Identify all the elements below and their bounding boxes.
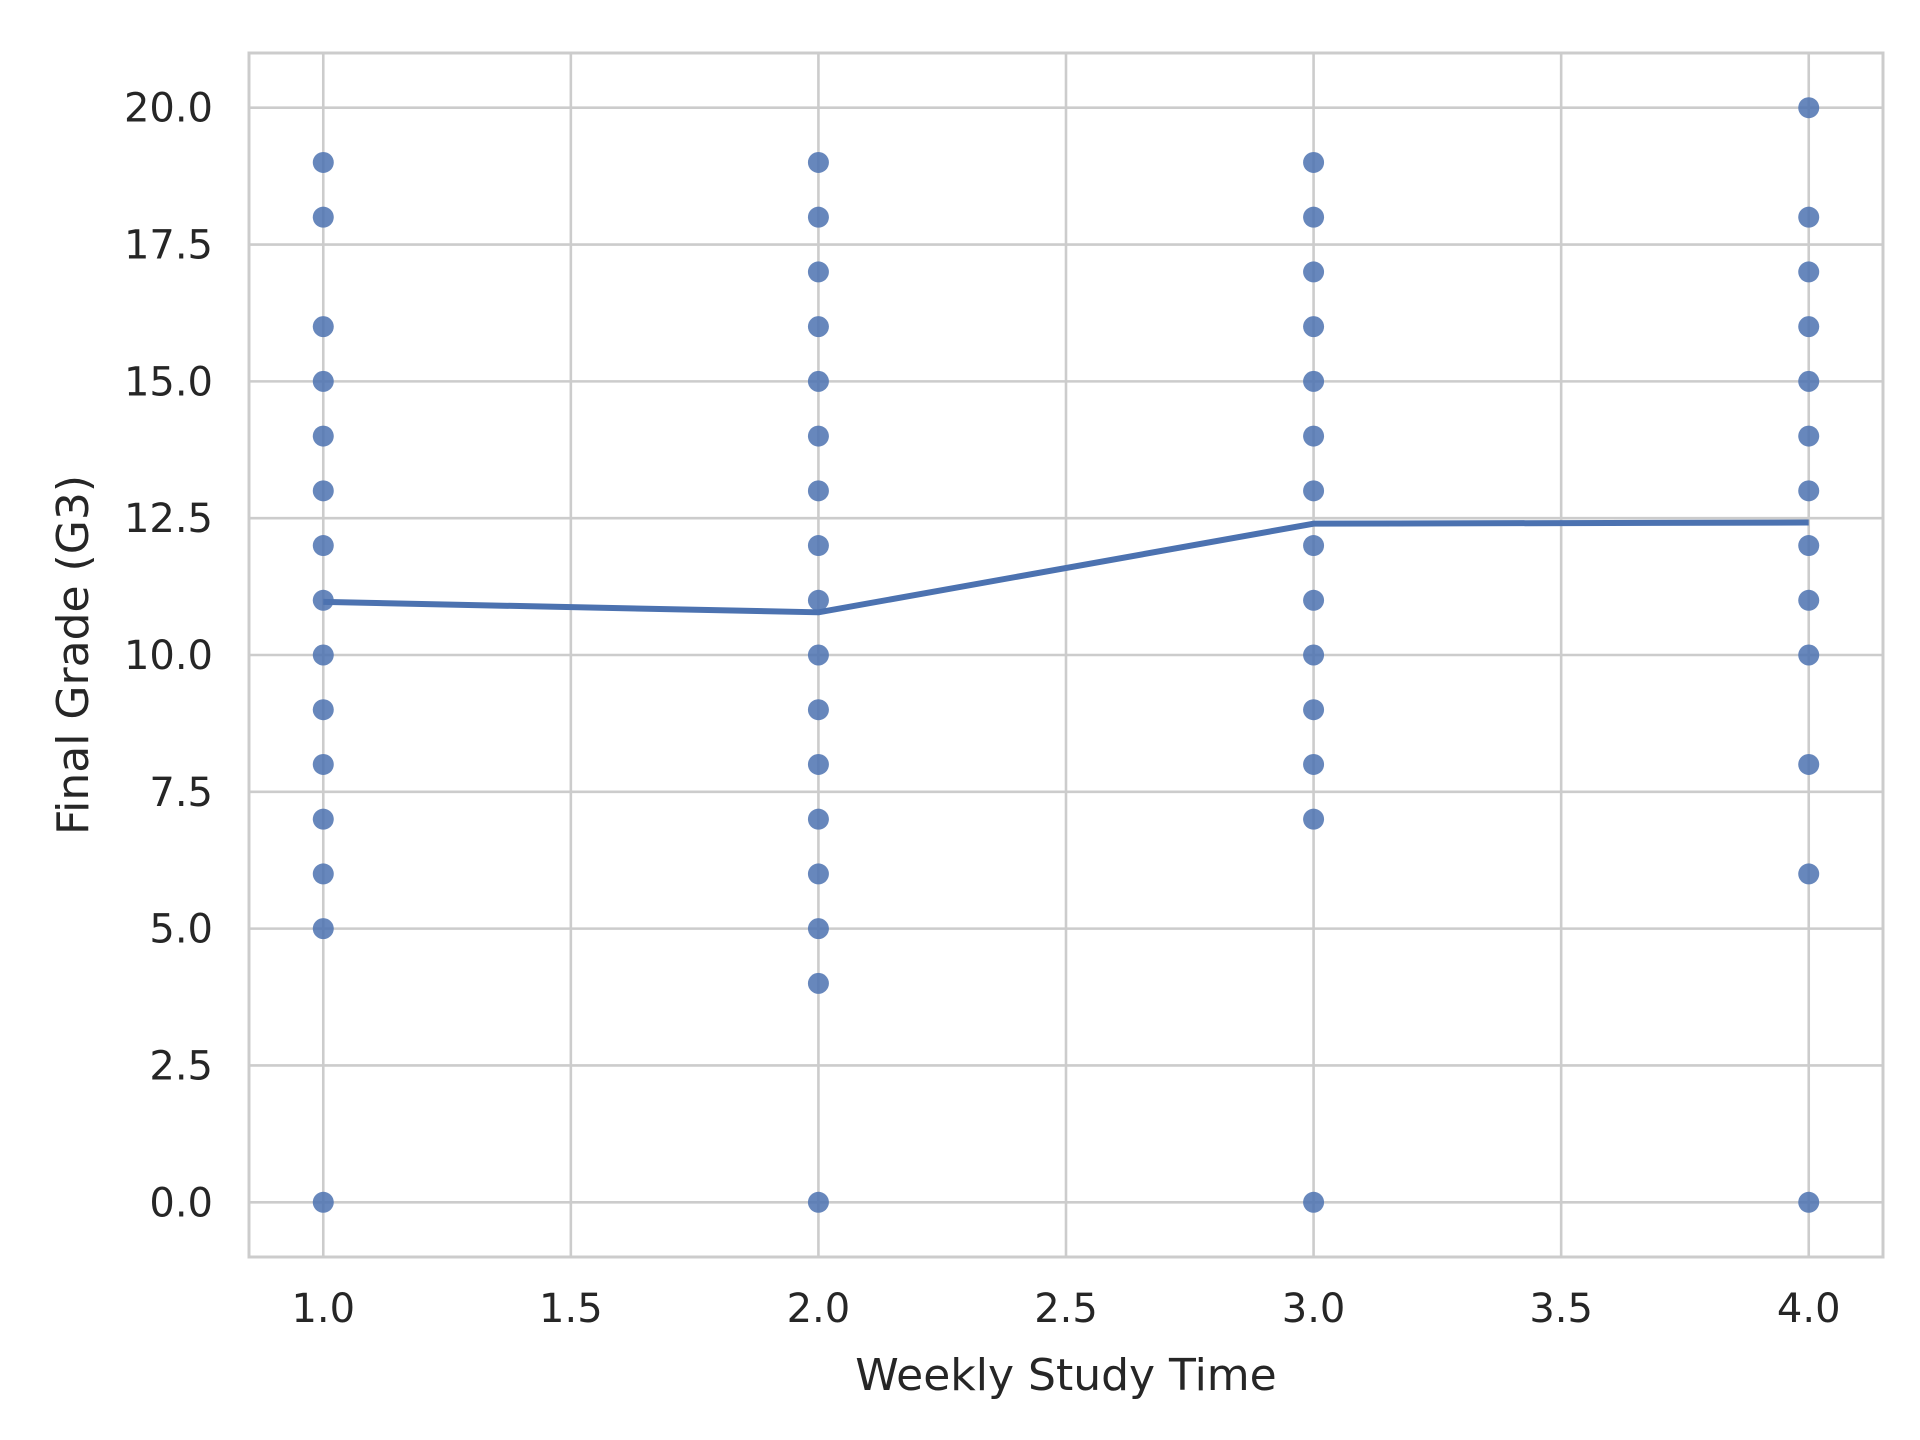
data-point (807, 808, 829, 830)
data-point (312, 206, 334, 228)
data-point (1303, 644, 1325, 666)
x-tick-label: 4.0 (1777, 1286, 1841, 1332)
mean-line (323, 519, 1809, 616)
data-point (1303, 480, 1325, 502)
data-point (1303, 699, 1325, 721)
data-point (1303, 151, 1325, 173)
x-tick-label: 2.0 (787, 1286, 851, 1332)
data-point (1798, 863, 1820, 885)
data-point (807, 480, 829, 502)
data-point (1798, 97, 1820, 119)
x-axis-label: Weekly Study Time (855, 1350, 1277, 1401)
data-point (1798, 644, 1820, 666)
x-tick-label: 2.5 (1034, 1286, 1098, 1332)
y-tick-label: 2.5 (149, 1043, 213, 1089)
data-point (312, 1191, 334, 1213)
x-tick-label: 1.5 (539, 1286, 603, 1332)
data-point (1303, 261, 1325, 283)
data-point (312, 644, 334, 666)
data-point (807, 644, 829, 666)
data-point (1303, 1191, 1325, 1213)
data-point (312, 480, 334, 502)
data-point (1303, 753, 1325, 775)
data-point (807, 972, 829, 994)
data-point (807, 206, 829, 228)
data-points (312, 97, 1820, 1213)
y-tick-label: 5.0 (149, 907, 213, 953)
data-point (1798, 589, 1820, 611)
data-point (1303, 206, 1325, 228)
data-point (1303, 316, 1325, 338)
data-point (807, 699, 829, 721)
x-tick-label: 3.0 (1282, 1286, 1346, 1332)
data-point (1303, 808, 1325, 830)
data-point (312, 425, 334, 447)
data-point (1798, 370, 1820, 392)
y-axis-label: Final Grade (G3) (48, 475, 99, 835)
data-point (807, 151, 829, 173)
y-tick-label: 0.0 (149, 1180, 213, 1226)
data-point (1798, 1191, 1820, 1213)
data-point (312, 370, 334, 392)
data-point (312, 808, 334, 830)
data-point (807, 589, 829, 611)
data-point (1303, 535, 1325, 557)
x-tick-label: 1.0 (291, 1286, 355, 1332)
data-point (312, 589, 334, 611)
data-point (312, 535, 334, 557)
data-point (1798, 753, 1820, 775)
y-tick-label: 10.0 (124, 633, 213, 679)
y-tick-label: 7.5 (149, 770, 213, 816)
data-point (1303, 370, 1325, 392)
data-point (807, 535, 829, 557)
data-point (807, 753, 829, 775)
data-point (1303, 425, 1325, 447)
data-point (312, 918, 334, 940)
x-tick-labels: 1.0 1.5 2.0 2.5 3.0 3.5 4.0 (291, 1286, 1840, 1332)
data-point (807, 261, 829, 283)
data-point (807, 316, 829, 338)
data-point (1798, 261, 1820, 283)
data-point (312, 753, 334, 775)
data-point (312, 699, 334, 721)
y-tick-label: 17.5 (124, 223, 213, 269)
mean-line-layer (323, 519, 1809, 616)
data-point (312, 863, 334, 885)
data-point (807, 918, 829, 940)
y-tick-labels: 0.0 2.5 5.0 7.5 10.0 12.5 15.0 17.5 20.0 (124, 86, 213, 1227)
data-point (312, 316, 334, 338)
y-tick-label: 15.0 (124, 359, 213, 405)
data-point (1798, 535, 1820, 557)
data-point (1798, 316, 1820, 338)
data-point (807, 1191, 829, 1213)
data-point (807, 863, 829, 885)
data-point (312, 151, 334, 173)
data-point (807, 370, 829, 392)
data-point (1798, 425, 1820, 447)
data-point (1798, 480, 1820, 502)
data-point (807, 425, 829, 447)
plot-frame (247, 51, 1885, 1259)
data-point (1798, 206, 1820, 228)
grid-lines (249, 53, 1883, 1257)
y-tick-label: 12.5 (124, 496, 213, 542)
x-tick-label: 3.5 (1529, 1286, 1593, 1332)
y-tick-label: 20.0 (124, 86, 213, 132)
data-point (1303, 589, 1325, 611)
